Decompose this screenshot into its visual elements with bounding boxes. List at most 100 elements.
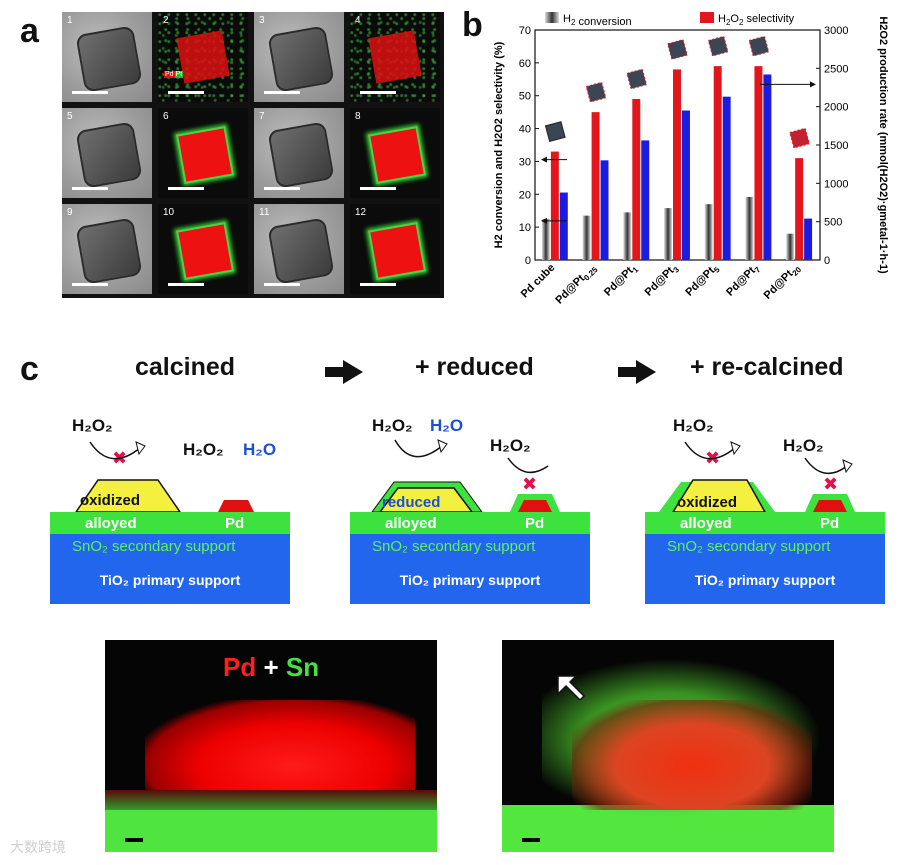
bar-chart: 0 10 20 30 40 50 60 70 0 500 1000 1500 2000 2500 3000 P…	[493, 12, 889, 308]
eds-pd-label: Pd	[223, 652, 257, 682]
eds-map-calcined: Pd + Sn	[105, 640, 437, 852]
category-label: Pd@Pt20	[762, 261, 804, 303]
axis-pointer-head	[810, 81, 816, 88]
panel-label-a: a	[20, 12, 39, 50]
tio2-label: TiO₂ primary support	[399, 572, 541, 588]
category-label: Pd@Pt1	[602, 261, 641, 300]
tem-image-11: 11	[254, 204, 344, 294]
tem-image-9: 9	[62, 204, 152, 294]
scale-bar	[522, 838, 540, 842]
nanoparticle-icon	[626, 68, 648, 90]
edx-map-8: 8	[350, 108, 440, 198]
bar-h2o2-production-rate	[641, 140, 650, 260]
step-title-calcined: calcined	[135, 353, 236, 381]
bar-h2-conversion	[541, 218, 550, 260]
bar-h2-conversion	[704, 204, 713, 260]
right-tick-label: 2500	[824, 63, 848, 75]
nanoparticle-icon	[585, 81, 607, 103]
panel-label-c: c	[20, 350, 39, 388]
bar-h2-conversion	[745, 196, 754, 260]
bar-h2o2-selectivity	[550, 151, 559, 260]
left-tick-label: 60	[519, 58, 531, 70]
bar-h2o2-selectivity	[795, 158, 804, 260]
edx-map-10: 10	[158, 204, 248, 294]
category-label: Pd@Pt7	[724, 261, 763, 300]
h2o2-label: H₂O₂	[183, 440, 224, 459]
alloyed-label: alloyed	[385, 515, 437, 532]
axis-pointer-head	[541, 156, 547, 163]
legend-swatch	[700, 12, 714, 23]
bar-h2-conversion	[623, 212, 632, 260]
axis-pointer-head	[541, 217, 547, 224]
eds-map-recalcined	[502, 640, 834, 852]
pointer-arrow-icon	[557, 675, 586, 700]
pd-label: Pd	[225, 515, 245, 532]
nanoparticle-icon	[707, 35, 729, 57]
alloy-layer	[645, 512, 885, 534]
bar-h2-conversion	[786, 233, 795, 260]
h2o2-label: H₂O₂	[673, 416, 714, 435]
tem-image-5: 5	[62, 108, 152, 198]
right-tick-label: 2000	[824, 102, 848, 114]
tem-image-7: 7	[254, 108, 344, 198]
pd-label: Pd	[525, 515, 545, 532]
step-title-recalcined: + re-calcined	[690, 353, 844, 381]
step-title-reduced: + reduced	[415, 353, 534, 381]
left-tick-label: 20	[519, 189, 531, 201]
nanoparticle-icon	[789, 127, 810, 149]
watermark-text: 大数跨境	[10, 839, 66, 855]
nanoparticle-icon	[748, 35, 770, 57]
left-tick-label: 40	[519, 124, 531, 136]
tem-image-3: 3	[254, 12, 344, 102]
particle-state-label: reduced	[382, 494, 441, 511]
h2o-label: H₂O	[430, 416, 464, 435]
h2o2-label: H₂O₂	[372, 416, 413, 435]
left-tick-label: 30	[519, 156, 531, 168]
bar-h2-conversion	[664, 208, 673, 260]
category-label: Pd cube	[519, 262, 558, 301]
tio2-support	[50, 534, 290, 604]
right-tick-label: 0	[824, 255, 830, 267]
bar-h2o2-production-rate	[681, 110, 690, 260]
left-tick-label: 0	[525, 255, 531, 267]
tio2-label: TiO₂ primary support	[99, 572, 241, 588]
scheme-reduced: H₂O₂ H₂O H₂O₂ ✖ reduced alloyed Pd SnO₂ …	[350, 412, 600, 612]
bar-h2o2-production-rate	[600, 160, 609, 260]
scale-bar	[125, 838, 143, 842]
sno2-label: SnO₂ secondary support	[72, 538, 236, 555]
legend-swatch	[545, 12, 559, 23]
left-tick-label: 50	[519, 91, 531, 103]
tio2-support	[350, 534, 590, 604]
eds-sn-label: Sn	[285, 652, 320, 682]
sno2-label: SnO₂ secondary support	[372, 538, 536, 555]
right-axis-label: H2O2 production rate (mmol(H2O2)·gmetal-…	[877, 16, 889, 274]
blocked-cross-icon: ✖	[823, 474, 839, 494]
pd-label: Pd	[820, 515, 840, 532]
category-label: Pd@Pt3	[643, 261, 682, 300]
tio2-support	[645, 534, 885, 604]
h2o2-label: H₂O₂	[490, 436, 531, 455]
category-label: Pd@Pt5	[683, 261, 722, 300]
edx-map-4: 4	[350, 12, 440, 102]
bar-h2o2-production-rate	[804, 218, 813, 260]
left-axis-label: H2 conversion and H2O2 selectivity (%)	[493, 41, 505, 248]
h2o2-label: H₂O₂	[783, 436, 824, 455]
bar-h2o2-production-rate	[722, 96, 731, 260]
bar-h2o2-production-rate	[763, 74, 772, 260]
alloy-layer	[50, 512, 290, 534]
edx-map-6: 6	[158, 108, 248, 198]
category-label: Pd@Pt0.25	[553, 261, 600, 308]
scheme-recalcined: H₂O₂ H₂O₂ ✖ ✖ oxidized alloyed Pd SnO₂ s…	[645, 412, 895, 612]
eds-plus-label: +	[263, 652, 279, 682]
bar-h2o2-selectivity	[673, 69, 681, 260]
right-tick-label: 3000	[824, 25, 848, 37]
bar-h2o2-selectivity	[754, 66, 763, 260]
particle-state-label: oxidized	[80, 492, 141, 509]
scheme-calcined: H₂O₂ H₂O₂ H₂O ✖ oxidized alloyed Pd SnO₂…	[50, 412, 300, 612]
edx-map-12: 12	[350, 204, 440, 294]
alloyed-label: alloyed	[680, 515, 732, 532]
left-tick-label: 10	[519, 222, 531, 234]
right-tick-label: 1000	[824, 178, 848, 190]
right-tick-label: 1500	[824, 140, 848, 152]
panel-label-b: b	[462, 6, 483, 44]
